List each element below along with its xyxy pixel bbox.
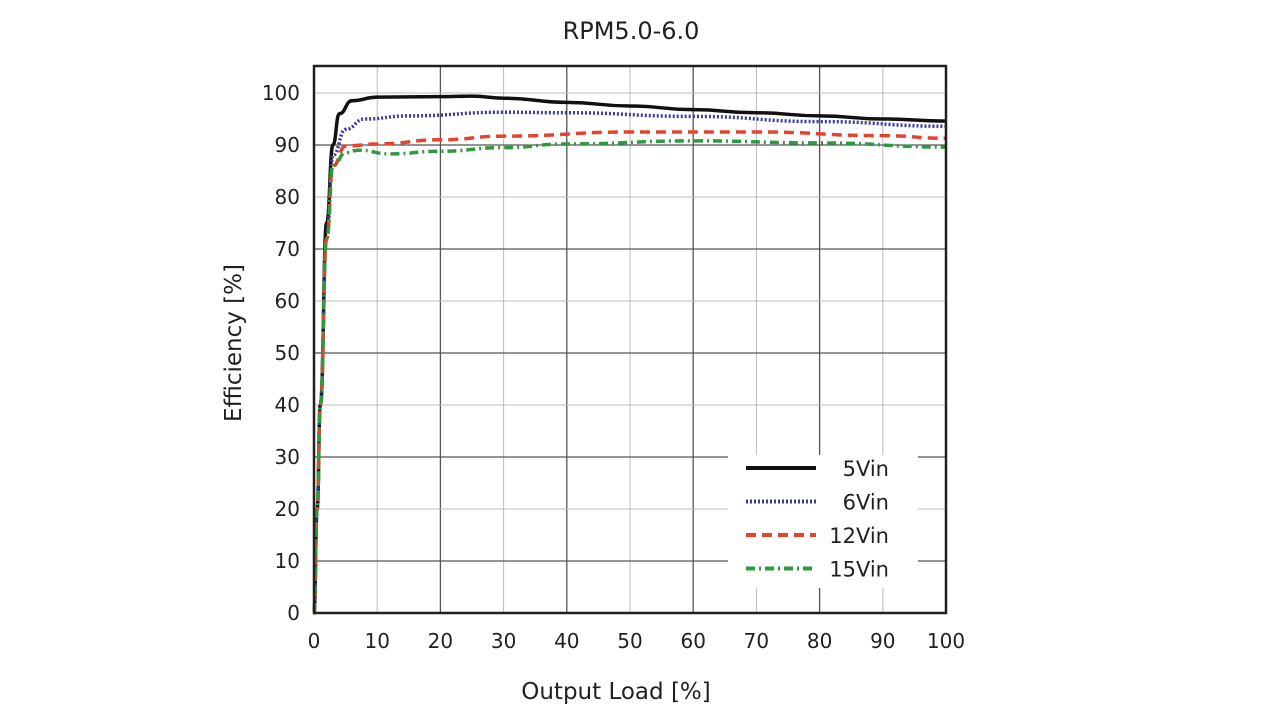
y-tick-label: 30 bbox=[275, 445, 300, 469]
legend: 5Vin 6Vin 12Vin 15Vin bbox=[728, 455, 918, 588]
legend-label: 12Vin bbox=[829, 524, 889, 548]
y-tick-label: 0 bbox=[287, 601, 300, 625]
x-tick-label: 10 bbox=[364, 629, 389, 653]
x-axis-label: Output Load [%] bbox=[521, 679, 711, 705]
y-tick-label: 100 bbox=[262, 81, 300, 105]
y-tick-label: 50 bbox=[275, 341, 300, 365]
series-group bbox=[312, 94, 947, 615]
x-tick-label: 30 bbox=[491, 629, 516, 653]
y-tick-label: 70 bbox=[275, 237, 300, 261]
x-tick-label: 80 bbox=[807, 629, 832, 653]
y-tick-label: 40 bbox=[275, 393, 300, 417]
y-tick-label: 80 bbox=[275, 185, 300, 209]
chart-title: RPM5.0-6.0 bbox=[563, 17, 700, 45]
y-tick-label: 10 bbox=[275, 549, 300, 573]
x-tick-label: 70 bbox=[744, 629, 769, 653]
x-tick-label: 90 bbox=[870, 629, 895, 653]
y-tick-label: 20 bbox=[275, 497, 300, 521]
y-tick-label: 90 bbox=[275, 133, 300, 157]
plot-frame bbox=[312, 64, 948, 615]
tick-labels: 0 10 20 30 40 50 60 70 80 90 100 0 10 20 30 40 50 60 70 80 9… bbox=[262, 81, 965, 653]
y-tick-label: 60 bbox=[275, 289, 300, 313]
x-tick-label: 40 bbox=[554, 629, 579, 653]
series-line-15vin bbox=[312, 139, 947, 615]
legend-label: 5Vin bbox=[843, 457, 889, 481]
legend-box bbox=[728, 455, 918, 588]
x-tick-label: 100 bbox=[927, 629, 965, 653]
series-line-12vin bbox=[312, 130, 947, 615]
x-tick-label: 20 bbox=[428, 629, 453, 653]
x-tick-label: 0 bbox=[308, 629, 321, 653]
legend-label: 6Vin bbox=[843, 491, 889, 515]
x-tick-label: 50 bbox=[617, 629, 642, 653]
y-axis-label: Efficiency [%] bbox=[221, 264, 247, 422]
legend-label: 15Vin bbox=[829, 558, 889, 582]
x-tick-label: 60 bbox=[680, 629, 705, 653]
